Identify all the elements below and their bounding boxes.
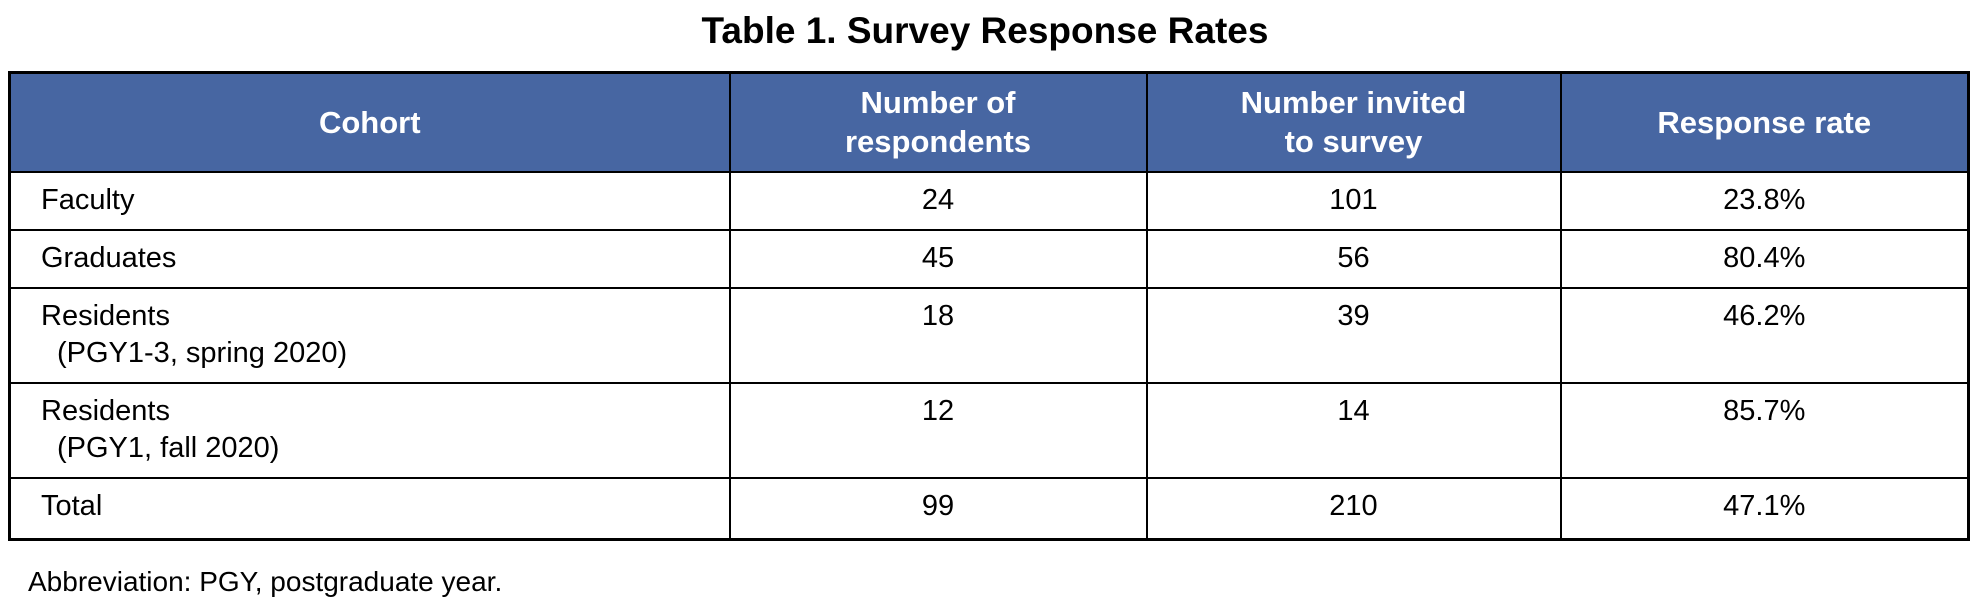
cell-rate: 46.2% [1559,286,1970,384]
cell-cohort: Graduates [8,228,731,289]
cell-rate: 47.1% [1559,476,1970,541]
abbreviation-note: Abbreviation: PGY, postgraduate year. [28,566,503,597]
cohort-name: Residents [41,394,170,427]
cohort-name: Residents [41,299,170,332]
survey-response-table: Cohort Number of respondents Number invi… [8,71,1970,541]
cell-respondents: 18 [728,286,1148,384]
cohort-name: Total [41,489,103,522]
table-row: Residents (PGY1-3, spring 2020) 18 39 46… [8,286,1970,384]
table-row: Residents (PGY1, fall 2020) 12 14 85.7% [8,381,1970,479]
cell-cohort: Residents (PGY1, fall 2020) [8,381,731,479]
cell-respondents: 24 [728,170,1148,231]
cell-cohort: Faculty [8,170,731,231]
header-label-line: Number of [860,85,1016,121]
cell-invited: 39 [1145,286,1562,384]
cell-invited: 14 [1145,381,1562,479]
cell-respondents: 45 [728,228,1148,289]
header-cell-invited: Number invited to survey [1145,71,1562,173]
table-row-total: Total 99 210 47.1% [8,476,1970,541]
header-cell-rate: Response rate [1559,71,1970,173]
table-row: Graduates 45 56 80.4% [8,228,1970,289]
header-label-line: Response rate [1657,104,1872,140]
cell-rate: 80.4% [1559,228,1970,289]
cell-respondents: 99 [728,476,1148,541]
header-label-line: Number invited [1240,85,1467,121]
header-cell-respondents: Number of respondents [728,71,1148,173]
cell-invited: 56 [1145,228,1562,289]
header-row: Cohort Number of respondents Number invi… [8,71,1970,173]
cohort-detail: (PGY1-3, spring 2020) [57,336,348,369]
cell-cohort: Residents (PGY1-3, spring 2020) [8,286,731,384]
header-cell-cohort: Cohort [8,71,731,173]
header-label-line: Cohort [318,104,421,140]
header-label-line: to survey [1284,124,1423,160]
cell-invited: 101 [1145,170,1562,231]
page: Table 1. Survey Response Rates Cohort Nu… [0,8,1970,616]
table-row: Faculty 24 101 23.8% [8,170,1970,231]
cell-respondents: 12 [728,381,1148,479]
cohort-detail: (PGY1, fall 2020) [57,431,280,464]
table-caption: Table 1. Survey Response Rates [701,10,1269,51]
cell-rate: 23.8% [1559,170,1970,231]
header-label-line: respondents [844,124,1032,160]
cell-invited: 210 [1145,476,1562,541]
cell-rate: 85.7% [1559,381,1970,479]
cohort-name: Faculty [41,183,135,216]
cell-cohort: Total [8,476,731,541]
cohort-name: Graduates [41,241,177,274]
